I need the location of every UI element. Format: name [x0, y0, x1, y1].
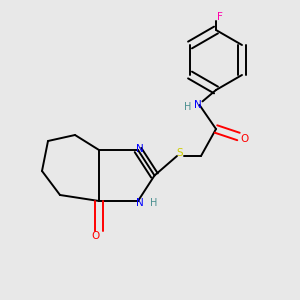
Text: O: O	[92, 230, 100, 241]
Text: N: N	[136, 143, 143, 154]
Text: H: H	[184, 101, 192, 112]
Text: H: H	[150, 198, 157, 208]
Text: S: S	[176, 148, 183, 158]
Text: N: N	[194, 100, 202, 110]
Text: O: O	[240, 134, 249, 145]
Text: F: F	[217, 11, 223, 22]
Text: N: N	[136, 197, 143, 208]
